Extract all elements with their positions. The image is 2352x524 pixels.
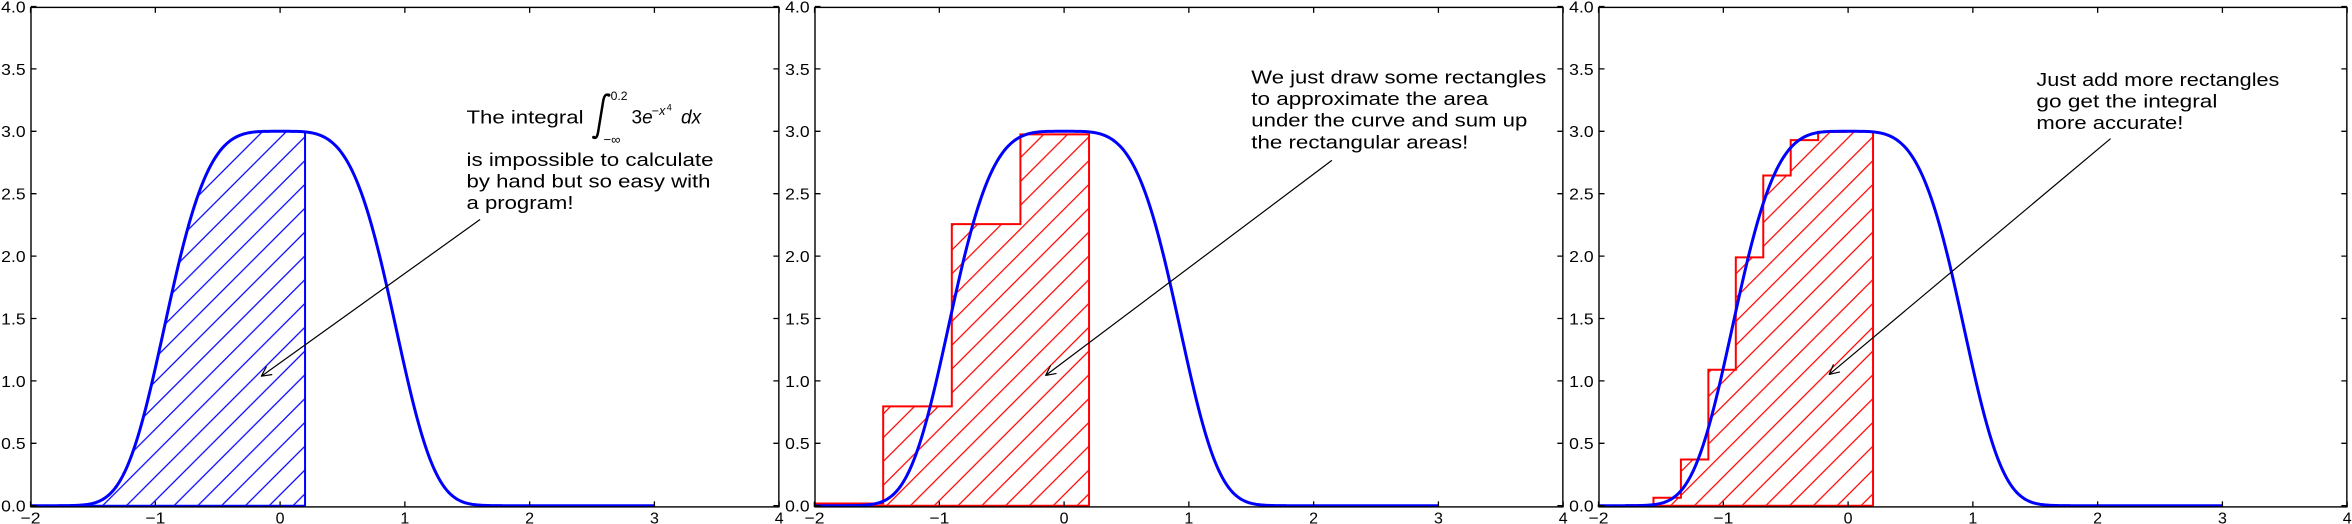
svg-text:1.0: 1.0 [785,374,810,391]
svg-text:0.5: 0.5 [1,436,26,453]
svg-text:1: 1 [400,511,409,524]
svg-text:The integral: The integral [467,108,584,128]
svg-text:1.5: 1.5 [1,311,26,328]
svg-text:4.0: 4.0 [785,0,810,16]
svg-text:−2: −2 [21,511,41,524]
svg-text:−x: −x [652,104,666,118]
svg-text:3.5: 3.5 [1,62,26,79]
svg-text:3.0: 3.0 [1,124,26,141]
svg-text:0.2: 0.2 [611,89,628,103]
svg-text:−1: −1 [1713,511,1733,524]
svg-text:2.0: 2.0 [785,249,810,266]
svg-text:2: 2 [2093,511,2102,524]
svg-text:4: 4 [667,102,672,112]
svg-text:0.5: 0.5 [785,436,810,453]
svg-text:dx: dx [681,108,703,129]
svg-text:the rectangular areas!: the rectangular areas! [1251,132,1468,152]
svg-text:1.0: 1.0 [1,374,26,391]
svg-text:by hand but so easy with: by hand but so easy with [467,172,711,192]
svg-text:4: 4 [2343,511,2352,524]
svg-text:0.0: 0.0 [1,499,26,516]
svg-text:−2: −2 [805,511,825,524]
svg-text:2.0: 2.0 [1,249,26,266]
svg-text:2.5: 2.5 [785,187,810,204]
svg-text:2.5: 2.5 [1569,187,1594,204]
svg-text:−1: −1 [145,511,165,524]
svg-text:1.5: 1.5 [785,311,810,328]
svg-text:3.5: 3.5 [785,62,810,79]
svg-text:3.0: 3.0 [1569,124,1594,141]
svg-text:is impossible to calculate: is impossible to calculate [467,150,714,170]
svg-text:4.0: 4.0 [1,0,26,16]
svg-text:2.0: 2.0 [1569,249,1594,266]
svg-text:4.0: 4.0 [1569,0,1594,16]
svg-text:3e: 3e [632,108,653,129]
svg-text:more accurate!: more accurate! [2036,113,2183,133]
svg-text:2.5: 2.5 [1,187,26,204]
svg-text:0.0: 0.0 [1569,499,1594,516]
svg-text:1: 1 [1184,511,1193,524]
svg-text:0: 0 [1844,511,1853,524]
svg-text:0: 0 [1060,511,1069,524]
svg-text:go get the integral: go get the integral [2036,92,2217,112]
svg-text:a program!: a program! [467,193,574,213]
svg-text:2: 2 [525,511,534,524]
svg-text:4: 4 [1559,511,1568,524]
svg-text:3.5: 3.5 [1569,62,1594,79]
svg-text:under the curve and sum up: under the curve and sum up [1251,111,1527,131]
svg-text:1: 1 [1968,511,1977,524]
svg-text:3.0: 3.0 [785,124,810,141]
svg-text:Just add more rectangles: Just add more rectangles [2036,70,2279,90]
svg-text:−∞: −∞ [604,132,621,147]
svg-text:2: 2 [1309,511,1318,524]
svg-text:4: 4 [775,511,784,524]
svg-text:0.0: 0.0 [785,499,810,516]
svg-text:3: 3 [1434,511,1443,524]
svg-text:−1: −1 [929,511,949,524]
svg-text:3: 3 [650,511,659,524]
svg-text:1.5: 1.5 [1569,311,1594,328]
svg-text:−2: −2 [1589,511,1609,524]
svg-text:0.5: 0.5 [1569,436,1594,453]
svg-text:3: 3 [2218,511,2227,524]
svg-text:0: 0 [276,511,285,524]
svg-text:We just draw some rectangles: We just draw some rectangles [1251,68,1546,88]
svg-text:to approximate the area: to approximate the area [1251,89,1489,109]
svg-text:1.0: 1.0 [1569,374,1594,391]
